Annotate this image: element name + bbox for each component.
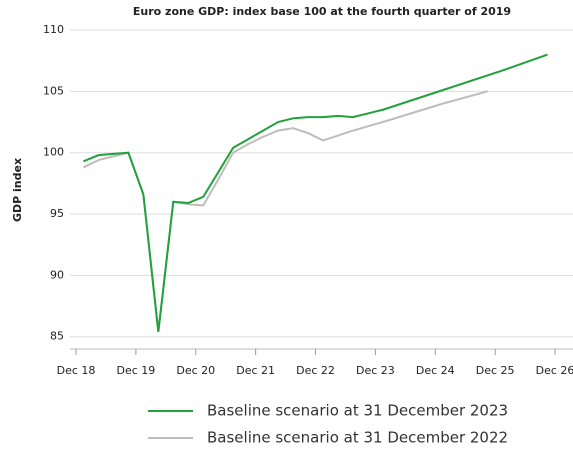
x-tick-label: Dec 22: [296, 364, 335, 377]
y-axis-label: GDP index: [11, 158, 24, 222]
x-tick-label: Dec 26: [536, 364, 573, 377]
x-tick-label: Dec 24: [416, 364, 455, 377]
series-line: [83, 53, 548, 332]
x-tick-label: Dec 23: [356, 364, 395, 377]
series-line: [83, 90, 488, 332]
legend-label: Baseline scenario at 31 December 2022: [207, 429, 508, 447]
x-tick-label: Dec 21: [236, 364, 275, 377]
legend-label: Baseline scenario at 31 December 2023: [207, 402, 508, 420]
y-tick-label: 85: [50, 330, 64, 343]
x-tick-label: Dec 20: [176, 364, 215, 377]
y-tick-label: 100: [43, 146, 64, 159]
y-tick-label: 90: [50, 268, 64, 281]
y-tick-label: 105: [43, 84, 64, 97]
y-tick-label: 110: [43, 23, 64, 36]
x-tick-label: Dec 18: [57, 364, 96, 377]
x-tick-label: Dec 19: [116, 364, 155, 377]
chart-title: Euro zone GDP: index base 100 at the fou…: [133, 5, 511, 18]
x-tick-label: Dec 25: [476, 364, 515, 377]
y-tick-label: 95: [50, 207, 64, 220]
